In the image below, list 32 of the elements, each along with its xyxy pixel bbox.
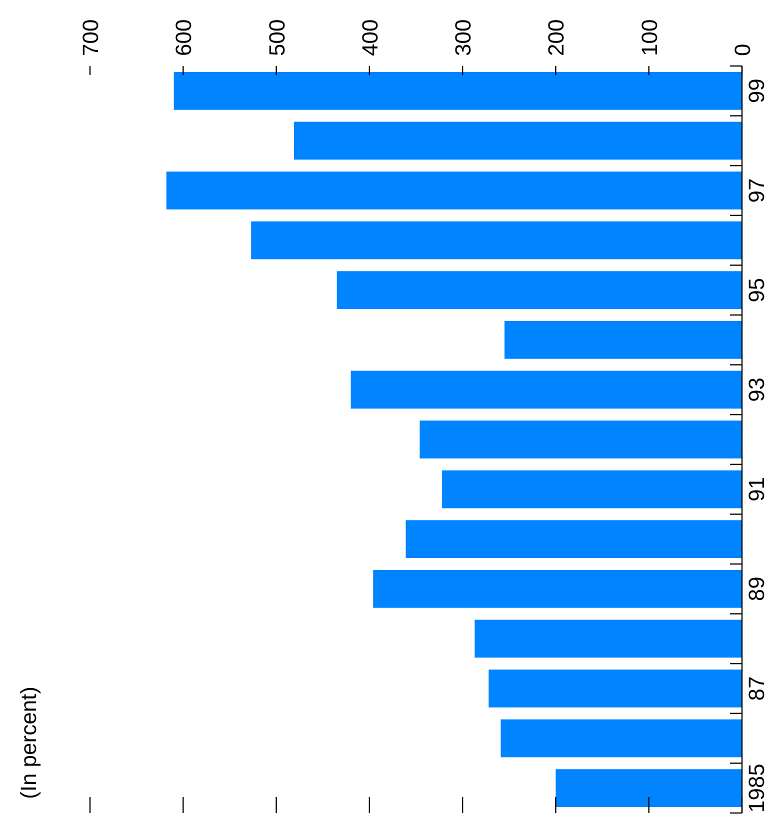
bar bbox=[373, 570, 742, 608]
x-tick-label: 400 bbox=[357, 19, 382, 56]
bar bbox=[406, 520, 742, 558]
bar bbox=[350, 370, 742, 409]
y-tick-label: 97 bbox=[744, 178, 769, 203]
bar bbox=[294, 122, 742, 160]
bar bbox=[442, 470, 742, 508]
bar bbox=[166, 172, 742, 210]
x-tick-label: 500 bbox=[264, 19, 290, 56]
bar bbox=[488, 670, 742, 708]
x-tick-label: 200 bbox=[544, 19, 569, 56]
text: (In percent) bbox=[16, 686, 41, 799]
x-tick-label: 300 bbox=[450, 19, 476, 56]
x-tick-label: 0 bbox=[730, 44, 755, 56]
y-tick-label: 1985 bbox=[744, 764, 769, 813]
bar bbox=[500, 719, 742, 758]
x-tick-label: 100 bbox=[636, 19, 662, 56]
y-tick-label: 93 bbox=[744, 377, 769, 402]
bar bbox=[251, 221, 742, 260]
bar bbox=[556, 769, 742, 808]
y-tick-label: 87 bbox=[744, 676, 769, 701]
bar bbox=[504, 320, 742, 359]
y-tick-label: 89 bbox=[744, 576, 769, 602]
bar bbox=[336, 271, 742, 310]
bar bbox=[174, 72, 742, 110]
bar bbox=[474, 620, 742, 658]
x-tick-label: 700 bbox=[78, 19, 103, 56]
y-tick-label: 95 bbox=[744, 278, 769, 302]
x-tick-label: 600 bbox=[171, 19, 196, 56]
y-tick-label: 91 bbox=[744, 477, 769, 502]
bar bbox=[420, 420, 742, 458]
y-tick-label: 99 bbox=[744, 78, 769, 104]
